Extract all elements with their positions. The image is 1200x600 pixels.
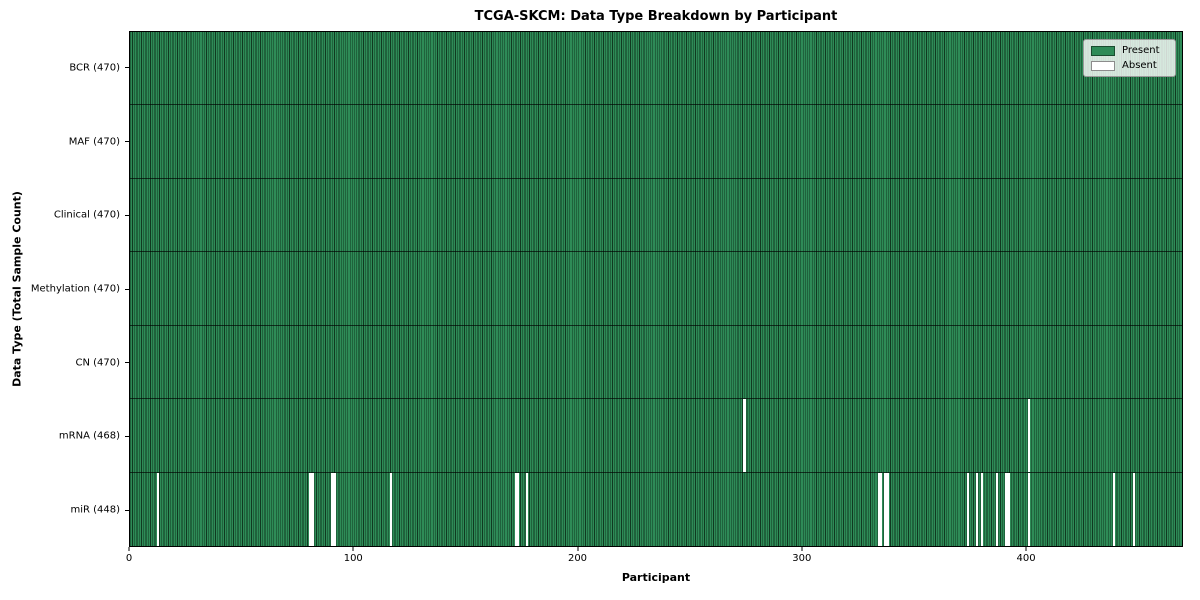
- x-tick-mark-400: [1025, 547, 1027, 551]
- legend-entry-absent: Absent: [1091, 60, 1168, 71]
- legend-label-present: Present: [1122, 45, 1160, 56]
- x-tick-label-200: 200: [567, 553, 588, 564]
- legend: Present Absent: [1083, 39, 1176, 77]
- x-tick-label-400: 400: [1016, 553, 1036, 564]
- absent-cell-miR-391: [1005, 472, 1008, 546]
- x-tick-label-300: 300: [792, 553, 812, 564]
- y-tick-label-miR: miR (448): [70, 504, 120, 516]
- absent-cell-miR-91: [333, 472, 336, 546]
- y-tick-label-mRNA: mRNA (468): [58, 430, 120, 442]
- y-tick-mark-CN: [125, 362, 129, 364]
- x-tick-mark-100: [352, 547, 354, 551]
- x-tick-mark-0: [128, 547, 130, 551]
- y-tick-mark-Methylation: [125, 288, 129, 290]
- y-tick-mark-BCR: [125, 67, 129, 69]
- absent-cell-miR-116: [389, 472, 392, 546]
- x-tick-mark-200: [577, 547, 578, 551]
- absent-cell-miR-172: [514, 472, 518, 546]
- heatmap-row-Clinical: [130, 178, 1182, 253]
- y-tick-label-Clinical: Clinical (470): [53, 209, 120, 221]
- absent-cell-miR-401: [1027, 472, 1030, 546]
- heatmap-row-miR: [130, 472, 1182, 546]
- absent-cell-miR-439: [1112, 472, 1115, 546]
- y-tick-mark-MAF: [125, 141, 129, 143]
- heatmap-row-MAF: [130, 105, 1182, 179]
- absent-cell-miR-334: [877, 472, 880, 546]
- y-axis: BCR (470) MAF (470) Clinical (470) Methylat…: [0, 31, 129, 547]
- x-tick-label-100: 100: [343, 553, 363, 564]
- absent-cell-miR-380: [980, 472, 983, 546]
- absent-cell-miR-338: [886, 472, 889, 546]
- absent-cell-miR-392: [1007, 472, 1010, 546]
- x-tick-mark-300: [801, 547, 803, 551]
- legend-entry-present: Present: [1091, 45, 1168, 56]
- y-tick-mark-mRNA: [125, 435, 129, 437]
- absent-cell-miR-80: [309, 472, 312, 546]
- plot-area: [129, 31, 1183, 547]
- absent-cell-miR-90: [331, 472, 334, 546]
- absent-cell-miR-387: [996, 472, 999, 546]
- y-tick-label-Methylation: Methylation (470): [30, 283, 120, 295]
- absent-cell-mRNA-274: [743, 399, 746, 472]
- heatmap-row-BCR: [130, 32, 1182, 106]
- absent-cell-miR-177: [526, 472, 529, 546]
- heatmap-row-mRNA: [130, 399, 1182, 473]
- heatmap-row-CN: [130, 325, 1182, 400]
- x-axis: 0 100 200 300 400: [125, 547, 1183, 569]
- x-tick-label-0: 0: [125, 553, 133, 564]
- legend-swatch-present: [1091, 45, 1115, 56]
- absent-cell-miR-378: [976, 472, 979, 546]
- absent-cell-miR-374: [967, 472, 970, 546]
- heatmap-row-Methylation: [130, 252, 1182, 326]
- legend-label-absent: Absent: [1122, 60, 1157, 71]
- chart-title: TCGA-SKCM: Data Type Breakdown by Partic…: [474, 9, 838, 24]
- absent-cell-miR-81: [311, 472, 314, 546]
- y-tick-label-CN: CN (470): [75, 357, 120, 369]
- y-tick-mark-miR: [125, 509, 129, 511]
- absent-cell-miR-173: [517, 472, 520, 546]
- absent-cell-miR-335: [879, 472, 883, 546]
- y-tick-label-BCR: BCR (470): [69, 62, 120, 74]
- absent-cell-miR-448: [1132, 472, 1135, 546]
- legend-swatch-absent: [1091, 60, 1115, 71]
- x-axis-label: Participant: [621, 571, 691, 584]
- absent-cell-miR-12: [156, 472, 160, 546]
- absent-cell-mRNA-401: [1027, 399, 1030, 472]
- y-tick-mark-Clinical: [125, 214, 129, 216]
- y-tick-label-MAF: MAF (470): [68, 136, 120, 148]
- absent-cell-miR-337: [884, 472, 887, 546]
